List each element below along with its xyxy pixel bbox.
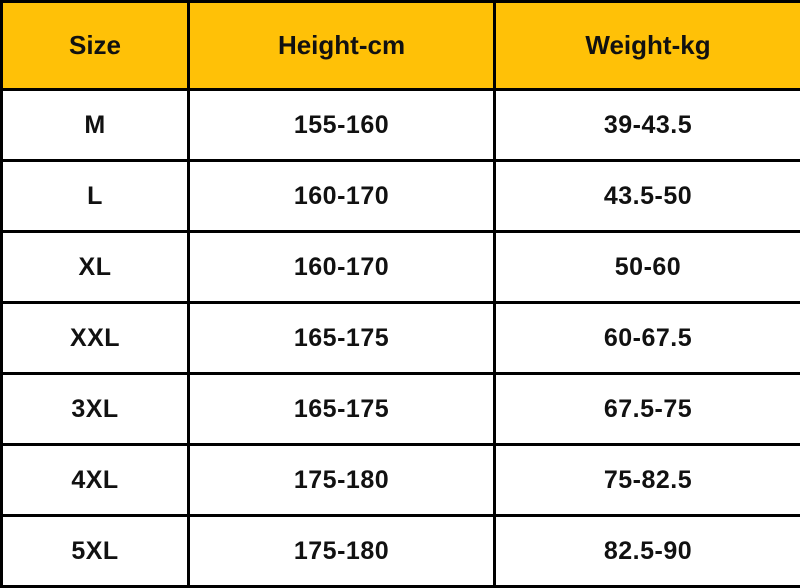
table-row: XXL 165-175 60-67.5 [2, 303, 800, 374]
table-row: XL 160-170 50-60 [2, 232, 800, 303]
column-header-size: Size [2, 2, 189, 90]
size-cell: 4XL [2, 445, 189, 516]
table-row: M 155-160 39-43.5 [2, 90, 800, 161]
header-row: Size Height-cm Weight-kg [2, 2, 800, 90]
table-row: 5XL 175-180 82.5-90 [2, 516, 800, 587]
height-cell: 160-170 [189, 232, 495, 303]
size-cell: XXL [2, 303, 189, 374]
size-cell: 5XL [2, 516, 189, 587]
size-cell: XL [2, 232, 189, 303]
height-cell: 160-170 [189, 161, 495, 232]
table-row: L 160-170 43.5-50 [2, 161, 800, 232]
weight-cell: 50-60 [495, 232, 800, 303]
weight-cell: 60-67.5 [495, 303, 800, 374]
height-cell: 165-175 [189, 303, 495, 374]
column-header-height: Height-cm [189, 2, 495, 90]
weight-cell: 39-43.5 [495, 90, 800, 161]
weight-cell: 43.5-50 [495, 161, 800, 232]
size-cell: M [2, 90, 189, 161]
size-cell: 3XL [2, 374, 189, 445]
size-cell: L [2, 161, 189, 232]
table-row: 4XL 175-180 75-82.5 [2, 445, 800, 516]
height-cell: 165-175 [189, 374, 495, 445]
weight-cell: 75-82.5 [495, 445, 800, 516]
height-cell: 175-180 [189, 445, 495, 516]
weight-cell: 67.5-75 [495, 374, 800, 445]
column-header-weight: Weight-kg [495, 2, 800, 90]
height-cell: 155-160 [189, 90, 495, 161]
height-cell: 175-180 [189, 516, 495, 587]
weight-cell: 82.5-90 [495, 516, 800, 587]
table-row: 3XL 165-175 67.5-75 [2, 374, 800, 445]
